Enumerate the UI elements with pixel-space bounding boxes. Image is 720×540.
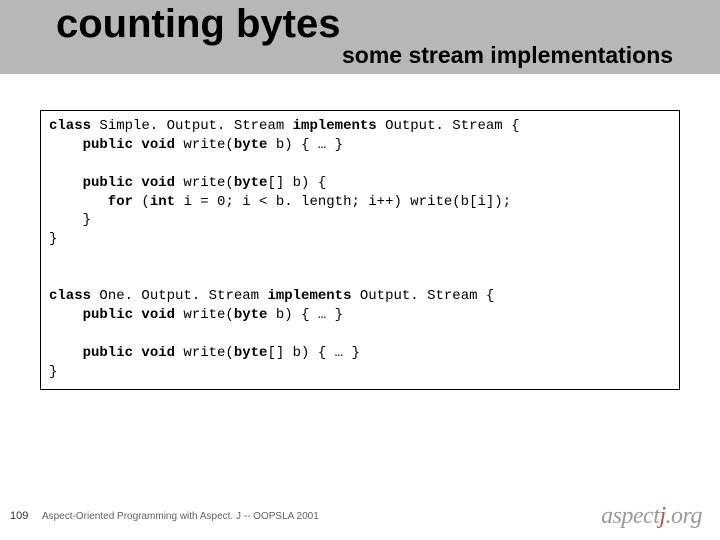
code-block: class Simple. Output. Stream implements …	[40, 110, 680, 390]
aspectj-logo: aspectj.org	[601, 503, 702, 530]
logo-part-aspect: aspect	[601, 503, 659, 529]
logo-part-org: .org	[666, 503, 702, 529]
footer-text: Aspect-Oriented Programming with Aspect.…	[42, 511, 319, 522]
page-number: 109	[10, 510, 28, 522]
slide-title: counting bytes	[56, 2, 340, 47]
slide-subtitle: some stream implementations	[342, 42, 673, 69]
